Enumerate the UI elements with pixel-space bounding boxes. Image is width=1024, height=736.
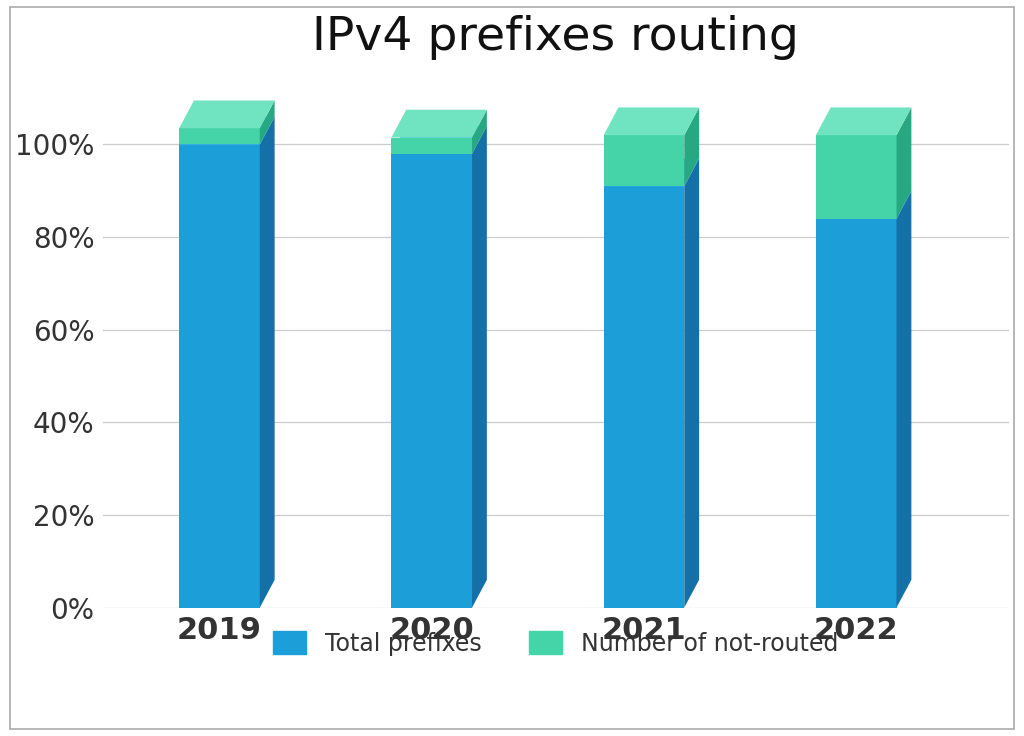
Polygon shape	[391, 110, 486, 138]
Polygon shape	[391, 138, 472, 154]
Polygon shape	[603, 158, 699, 186]
Polygon shape	[896, 107, 911, 219]
Polygon shape	[179, 144, 260, 608]
Polygon shape	[816, 191, 911, 219]
Polygon shape	[603, 186, 684, 608]
Title: IPv4 prefixes routing: IPv4 prefixes routing	[312, 15, 800, 60]
Polygon shape	[816, 107, 911, 135]
Polygon shape	[179, 128, 260, 144]
Polygon shape	[684, 158, 699, 608]
Polygon shape	[603, 135, 684, 186]
Polygon shape	[391, 154, 472, 608]
Polygon shape	[179, 101, 274, 128]
Polygon shape	[603, 107, 699, 135]
Polygon shape	[391, 126, 486, 154]
Polygon shape	[179, 117, 274, 144]
Polygon shape	[896, 191, 911, 608]
Polygon shape	[472, 110, 486, 154]
Polygon shape	[816, 135, 896, 219]
Legend: Total prefixes, Number of not-routed: Total prefixes, Number of not-routed	[264, 622, 848, 665]
Polygon shape	[816, 219, 896, 608]
Polygon shape	[260, 101, 274, 144]
Polygon shape	[260, 117, 274, 608]
Polygon shape	[684, 107, 699, 186]
Polygon shape	[472, 126, 486, 608]
